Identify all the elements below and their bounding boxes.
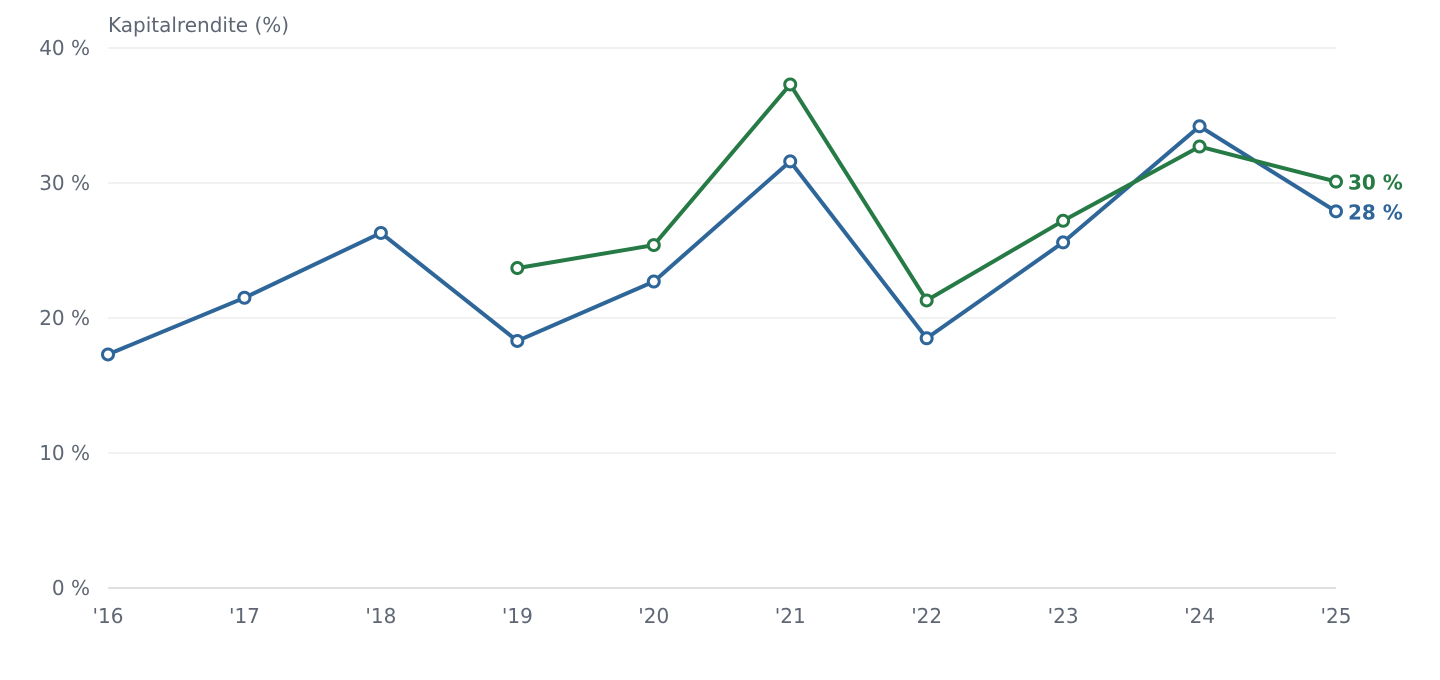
x-tick-label: '25 — [1321, 604, 1352, 628]
series-2-point — [646, 238, 661, 253]
x-tick-label: '16 — [93, 604, 124, 628]
x-axis-ticks: '16 '17 '18 '19 '20 '21 '22 '23 '24 '25 — [93, 604, 1352, 628]
series-2-point — [1192, 139, 1207, 154]
series-1-point — [1329, 204, 1343, 219]
y-tick-label: 40 % — [39, 36, 90, 60]
x-tick-label: '21 — [775, 604, 806, 628]
series-1-point — [1056, 235, 1071, 250]
series-2-point — [1329, 174, 1343, 189]
series-1-end-label: 28 % — [1348, 200, 1403, 224]
y-axis-ticks: 0 % 10 % 20 % 30 % 40 % — [39, 36, 90, 600]
series-2-point — [783, 77, 798, 92]
end-labels: 28 % 30 % — [1348, 171, 1403, 225]
series-1-point — [919, 331, 934, 346]
series-2-point — [919, 293, 934, 308]
series-1-line — [106, 124, 1338, 357]
series-2-line — [515, 82, 1338, 303]
x-tick-label: '18 — [365, 604, 396, 628]
y-tick-label: 30 % — [39, 171, 90, 195]
y-tick-label: 20 % — [39, 306, 90, 330]
series-2-end-label: 30 % — [1348, 171, 1403, 195]
x-tick-label: '24 — [1184, 604, 1215, 628]
series-1-point — [510, 333, 525, 348]
x-tick-label: '22 — [911, 604, 942, 628]
series-2-point — [1056, 213, 1071, 228]
series-1-point — [101, 347, 115, 362]
series-1-point — [646, 274, 661, 289]
x-tick-label: '20 — [638, 604, 669, 628]
grid-lines — [108, 47, 1336, 589]
series-1-point — [373, 225, 388, 240]
series-2-point — [510, 261, 525, 276]
y-axis-title: Kapitalrendite (%) — [108, 13, 289, 37]
x-tick-label: '17 — [229, 604, 260, 628]
x-tick-label: '19 — [502, 604, 533, 628]
series-1-point — [783, 154, 798, 169]
series-1-point — [237, 290, 252, 305]
series-group — [101, 77, 1343, 362]
x-tick-label: '23 — [1048, 604, 1079, 628]
y-tick-label: 0 % — [52, 576, 90, 600]
y-tick-label: 10 % — [39, 441, 90, 465]
series-1-point — [1192, 119, 1207, 134]
